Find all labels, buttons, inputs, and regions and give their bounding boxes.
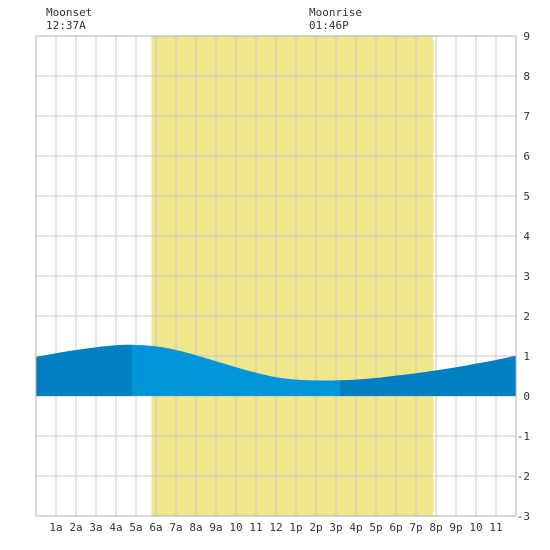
moonrise-label: Moonrise — [309, 6, 362, 19]
y-tick-label: 2 — [523, 310, 530, 323]
plot-frame — [35, 35, 517, 517]
x-tick-label: 3a — [89, 521, 102, 534]
x-tick-label: 7p — [409, 521, 422, 534]
x-tick-label: 1a — [49, 521, 62, 534]
y-tick-label: -1 — [517, 430, 530, 443]
x-tick-label: 5a — [129, 521, 142, 534]
x-tick-label: 9p — [449, 521, 462, 534]
x-tick-label: 8a — [189, 521, 202, 534]
x-tick-label: 8p — [429, 521, 442, 534]
y-tick-labels: 9 8 7 6 5 4 3 2 1 0 -1 -2 -3 — [517, 30, 531, 523]
moonset-label: Moonset — [46, 6, 92, 19]
x-tick-label: 4a — [109, 521, 122, 534]
moonset-time: 12:37A — [46, 19, 86, 32]
x-tick-label: 6a — [149, 521, 162, 534]
y-tick-label: 0 — [523, 390, 530, 403]
x-tick-label: 11 — [249, 521, 262, 534]
y-tick-label: 5 — [523, 190, 530, 203]
y-tick-label: 9 — [523, 30, 530, 43]
moonrise-time: 01:46P — [309, 19, 349, 32]
x-tick-label: 2p — [309, 521, 322, 534]
tide-area-segment — [340, 355, 516, 396]
grid-layer — [36, 36, 516, 516]
y-tick-label: 3 — [523, 270, 530, 283]
x-tick-label: 4p — [349, 521, 362, 534]
x-tick-label: 9a — [209, 521, 222, 534]
x-tick-label: 7a — [169, 521, 182, 534]
x-tick-label: 5p — [369, 521, 382, 534]
y-tick-label: 7 — [523, 110, 530, 123]
tide-area-segment — [36, 344, 132, 396]
y-tick-label: 6 — [523, 150, 530, 163]
x-tick-label: 11 — [489, 521, 502, 534]
x-tick-label: 10 — [469, 521, 482, 534]
x-tick-label: 10 — [229, 521, 242, 534]
x-tick-label: 12 — [269, 521, 282, 534]
y-tick-label: -3 — [517, 510, 530, 523]
y-tick-label: 1 — [523, 350, 530, 363]
x-tick-label: 6p — [389, 521, 402, 534]
x-tick-label: 2a — [69, 521, 82, 534]
y-tick-label: 4 — [523, 230, 530, 243]
tide-area-layer — [36, 344, 516, 396]
y-tick-label: -2 — [517, 470, 530, 483]
x-tick-label: 3p — [329, 521, 342, 534]
x-tick-labels: 1a 2a 3a 4a 5a 6a 7a 8a 9a 10 11 12 1p 2p 3p 4p 5p 6p 7p 8p… — [49, 521, 502, 534]
tide-area-segment — [132, 344, 340, 396]
y-tick-label: 8 — [523, 70, 530, 83]
x-tick-label: 1p — [289, 521, 302, 534]
